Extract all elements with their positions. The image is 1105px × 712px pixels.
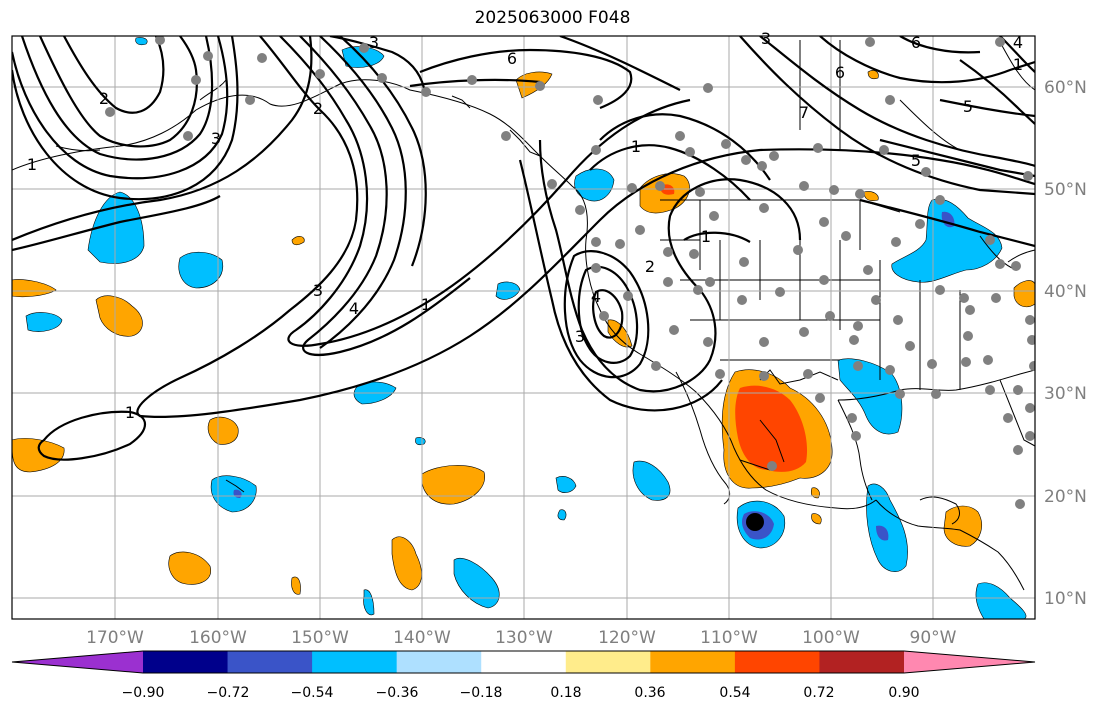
colorbar-segment [481, 651, 567, 673]
contour-label: 2 [313, 99, 323, 118]
contour-label: 4 [349, 299, 359, 318]
lon-label: 120°W [598, 628, 656, 648]
lat-label: 40°N [1044, 282, 1087, 302]
lon-label: 140°W [393, 628, 451, 648]
colorbar-segment [565, 651, 651, 673]
colorbar-segment [819, 651, 905, 673]
lat-label: 20°N [1044, 487, 1087, 507]
lon-label: 90°W [910, 628, 957, 648]
colorbar-tick-labels: −0.90 −0.72 −0.54 −0.36 −0.18 0.18 0.36 … [122, 685, 920, 701]
station-markers [105, 36, 1035, 509]
colorbar-tick-label: 0.36 [634, 685, 665, 701]
contour-label: 1 [701, 227, 711, 246]
lon-label: 150°W [291, 628, 349, 648]
contour-label: 6 [835, 63, 845, 82]
lat-label: 10°N [1044, 589, 1087, 609]
latitude-labels: 60°N 50°N 40°N 30°N 20°N 10°N [1044, 78, 1087, 609]
colorbar-segment [312, 651, 398, 673]
colorbar-tick-label: −0.72 [207, 685, 250, 701]
lon-label: 160°W [189, 628, 247, 648]
lon-label: 170°W [86, 628, 144, 648]
contour-label: 4 [1013, 33, 1023, 52]
contour-label: 1 [27, 155, 37, 174]
contour-label: 1 [125, 403, 135, 422]
colorbar-tick-label: 0.54 [719, 685, 750, 701]
colorbar-segment [396, 651, 482, 673]
contour-label: 4 [591, 287, 601, 306]
contour-label: 1 [631, 137, 641, 156]
colorbar-tick-label: 0.72 [803, 685, 834, 701]
negative-anomaly-shading [25, 37, 1027, 619]
contour-label: 5 [963, 97, 973, 116]
colorbar-tick-label: −0.90 [122, 685, 165, 701]
lon-label: 130°W [495, 628, 553, 648]
colorbar-tick-label: −0.36 [376, 685, 419, 701]
contour-label: 3 [369, 33, 379, 52]
lat-label: 60°N [1044, 78, 1087, 98]
colorbar-segment [734, 651, 820, 673]
colorbar-segment [650, 651, 736, 673]
lon-label: 100°W [802, 628, 860, 648]
map-title: 2025063000 F048 [474, 8, 631, 28]
positive-anomaly-shading [12, 70, 1035, 595]
contour-label: 3 [575, 327, 585, 346]
colorbar-outline [11, 650, 1036, 674]
lon-label: 110°W [700, 628, 758, 648]
contour-label: 3 [313, 281, 323, 300]
colorbar-tick-label: −0.54 [291, 685, 334, 701]
contour-label: 3 [761, 29, 771, 48]
contour-label: 3 [211, 129, 221, 148]
colorbar [11, 650, 1036, 674]
colorbar-tick-label: 0.18 [550, 685, 581, 701]
map-frame [11, 35, 1036, 620]
colorbar-tick-label: 0.90 [888, 685, 919, 701]
colorbar-segment [227, 651, 313, 673]
colorbar-tick-label: −0.18 [460, 685, 503, 701]
lat-label: 50°N [1044, 180, 1087, 200]
longitude-labels: 170°W 160°W 150°W 140°W 130°W 120°W 110°… [86, 628, 957, 648]
colorbar-segment [143, 651, 229, 673]
contour-label: 2 [99, 89, 109, 108]
colorbar-extend-low [12, 651, 143, 673]
coastlines [12, 40, 1035, 591]
colorbar-extend-high [904, 651, 1035, 673]
contour-label: 1 [1013, 55, 1023, 74]
contour-label: 6 [507, 49, 517, 68]
contour-label: 7 [799, 103, 809, 122]
contour-label: 5 [911, 151, 921, 170]
contour-label: 2 [645, 257, 655, 276]
graticule [12, 36, 1035, 619]
contour-label: 6 [911, 33, 921, 52]
contour-labels: 3 6 2 6 3 4 6 5 2 3 1 7 5 1 1 1 2 4 3 4 … [27, 29, 1023, 422]
lat-label: 30°N [1044, 384, 1087, 404]
tropical-cyclone-marker [746, 513, 764, 531]
contour-label: 1 [421, 295, 431, 314]
